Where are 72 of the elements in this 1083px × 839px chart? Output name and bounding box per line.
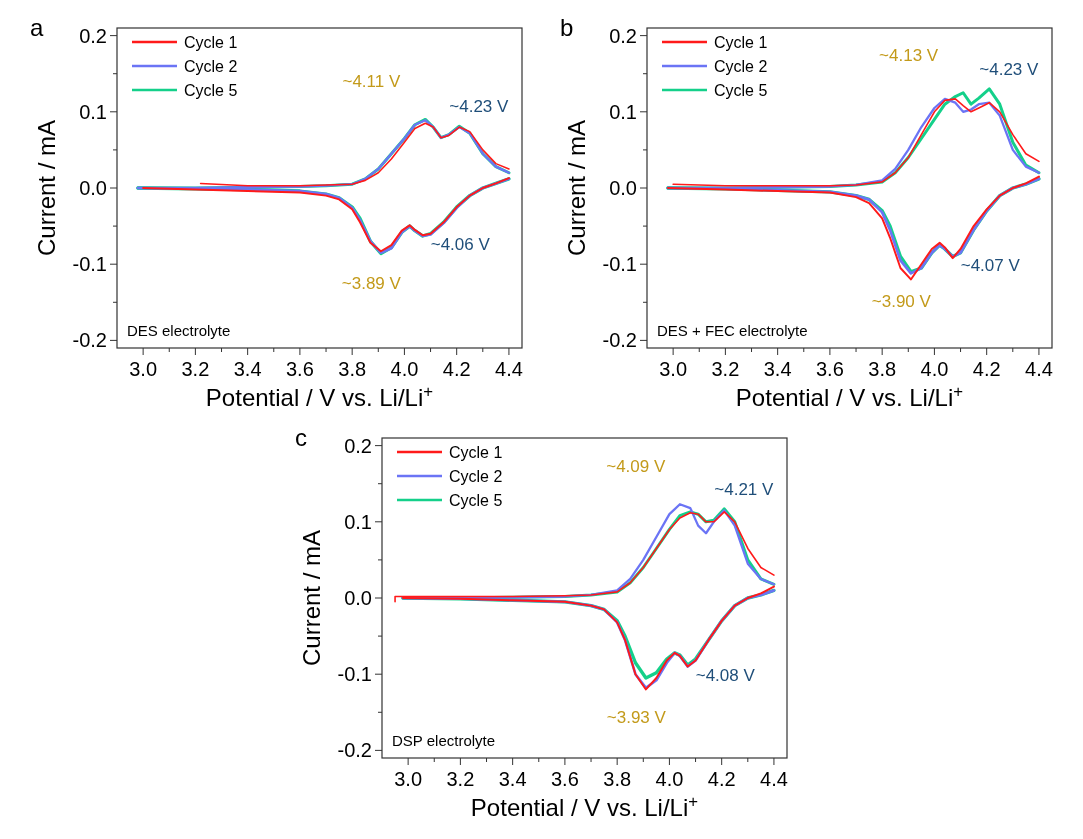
chart-title: c	[294, 424, 307, 451]
legend-label: Cycle 1	[448, 443, 502, 461]
x-tick-label: 3.4	[233, 358, 262, 380]
annotation: ~3.89 V	[341, 273, 402, 293]
annotation: ~4.06 V	[430, 235, 490, 254]
x-tick-label: 3.6	[815, 358, 844, 380]
x-tick-label: 3.6	[550, 768, 579, 790]
y-tick-label: -0.1	[337, 663, 372, 686]
x-tick-label: 4.2	[707, 768, 736, 790]
x-tick-label: 4.4	[1024, 358, 1053, 380]
x-tick-label: 3.2	[710, 358, 739, 380]
y-axis-title: Current / mA	[32, 119, 60, 257]
chart-title: b	[559, 14, 573, 41]
y-tick-label: -0.2	[337, 739, 372, 762]
legend-label: Cycle 5	[713, 81, 767, 99]
annotation: ~4.23 V	[978, 59, 1039, 79]
annotation: DSP electrolyte	[391, 732, 495, 749]
y-tick-label: -0.2	[602, 329, 637, 352]
x-tick-label: 4.4	[494, 358, 523, 380]
annotation: ~3.90 V	[871, 291, 932, 311]
x-tick-label: 4.2	[972, 358, 1001, 380]
x-tick-label: 3.6	[285, 358, 314, 380]
annotation: ~4.07 V	[960, 255, 1020, 275]
annotation: ~4.09 V	[605, 457, 666, 477]
legend-label: Cycle 1	[713, 33, 767, 51]
y-tick-label: 0.1	[78, 100, 107, 123]
x-tick-label: 3.4	[763, 358, 792, 380]
x-tick-label: 3.0	[128, 358, 157, 380]
y-tick-label: 0.1	[343, 510, 372, 533]
legend-label: Cycle 1	[183, 33, 237, 51]
legend-label: Cycle 2	[713, 57, 767, 75]
x-tick-label: 3.8	[867, 358, 896, 380]
y-tick-label: -0.1	[72, 253, 107, 276]
x-tick-label: 3.2	[445, 768, 474, 790]
x-axis-title: Potential / V vs. Li/Li$^{+}$	[205, 381, 433, 411]
x-tick-label: 4.0	[390, 358, 418, 380]
y-tick-label: 0.1	[608, 100, 637, 123]
y-tick-label: -0.1	[602, 253, 637, 276]
y-tick-label: 0.0	[78, 177, 107, 199]
x-tick-label: 3.8	[337, 358, 366, 380]
annotation: ~4.11 V	[341, 72, 401, 92]
x-tick-label: 4.4	[759, 768, 788, 790]
x-tick-label: 3.4	[498, 768, 527, 790]
x-axis-title: Potential / V vs. Li/Li$^{+}$	[735, 381, 963, 411]
annotation: ~4.13 V	[878, 45, 939, 65]
annotation: DES electrolyte	[126, 322, 230, 339]
y-tick-label: 0.0	[343, 587, 372, 609]
x-tick-label: 3.2	[180, 358, 209, 380]
y-tick-label: 0.2	[608, 24, 637, 47]
annotation: DES + FEC electrolyte	[656, 322, 807, 339]
y-tick-label: 0.2	[78, 24, 107, 47]
x-tick-label: 3.0	[393, 768, 422, 790]
legend-label: Cycle 2	[183, 57, 237, 75]
legend-label: Cycle 2	[448, 467, 502, 485]
x-axis-title: Potential / V vs. Li/Li$^{+}$	[470, 791, 698, 821]
y-tick-label: 0.0	[608, 177, 637, 199]
y-tick-label: -0.2	[72, 329, 107, 352]
y-axis-title: Current / mA	[562, 119, 590, 257]
legend-label: Cycle 5	[183, 81, 237, 99]
x-tick-label: 4.0	[655, 768, 683, 790]
annotation: ~4.08 V	[695, 665, 755, 685]
legend-label: Cycle 5	[448, 491, 502, 509]
x-tick-label: 4.2	[442, 358, 471, 380]
x-tick-label: 3.0	[658, 358, 687, 380]
y-tick-label: 0.2	[343, 434, 372, 457]
annotation: ~4.23 V	[448, 97, 509, 117]
y-axis-title: Current / mA	[297, 529, 325, 667]
chart-title: a	[29, 14, 44, 41]
annotation: ~4.21 V	[713, 479, 774, 499]
annotation: ~3.93 V	[606, 707, 667, 727]
x-tick-label: 4.0	[920, 358, 948, 380]
x-tick-label: 3.8	[602, 768, 631, 790]
